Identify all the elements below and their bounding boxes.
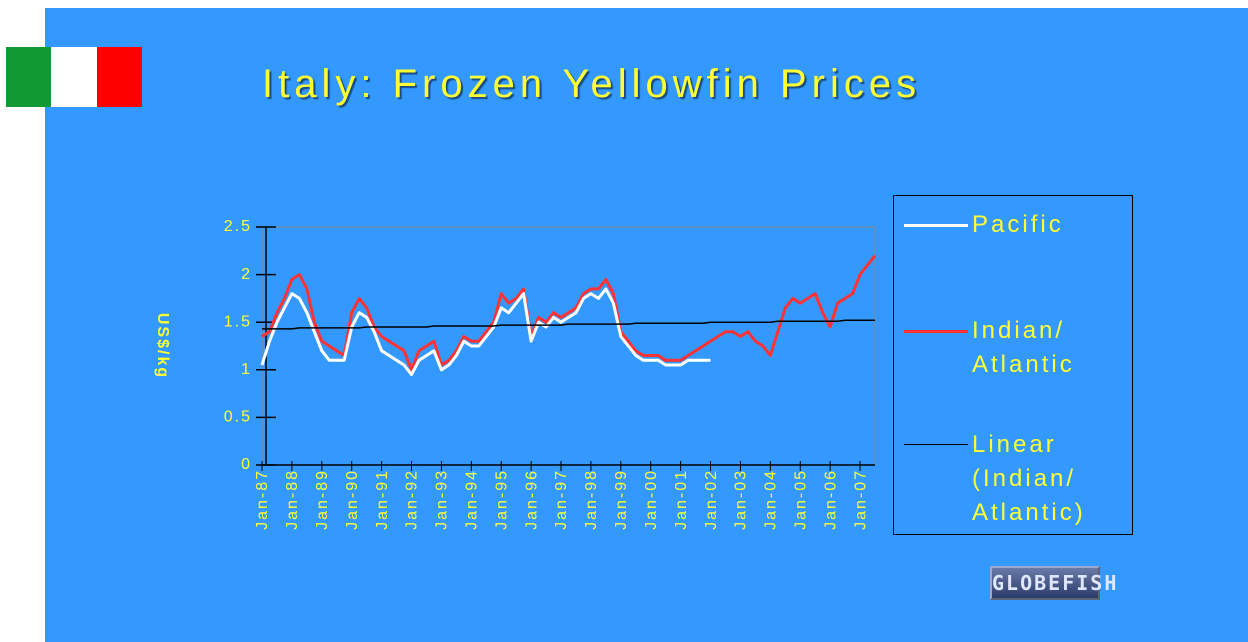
y-axis-label: US$/kg [154,313,171,379]
y-tick-label: 1.5 [224,313,252,330]
x-tick-label: Jan-04 [763,469,780,530]
x-tick-label: Jan-94 [464,469,481,530]
y-tick-label: 1 [241,361,252,378]
slide [45,8,1248,642]
series-line [260,287,711,377]
x-tick-label: Jan-91 [374,469,391,530]
x-tick-label: Jan-99 [613,469,630,530]
x-tick-label: Jan-96 [523,469,540,530]
logo: GLOBEFISH [990,566,1116,600]
x-tick-label: Jan-05 [792,469,809,530]
x-tick-label: Jan-07 [852,469,869,530]
legend-label: Linear (Indian/ Atlantic) [972,431,1086,526]
x-tick-label: Jan-93 [434,469,451,530]
legend-swatch [904,330,968,333]
y-tick-label: 0 [241,456,252,473]
x-tick-label: Jan-89 [314,469,331,530]
legend-swatch [904,444,968,445]
x-tick-label: Jan-02 [703,469,720,530]
x-tick-label: Jan-03 [733,469,750,530]
legend-swatch [904,224,968,227]
series-line [261,254,877,372]
legend-label: Pacific [972,211,1064,238]
x-tick-label: Jan-88 [284,469,301,530]
legend: Pacific Indian/ Atlantic Linear (Indian/ A… [893,195,1133,535]
x-tick-label: Jan-06 [822,469,839,530]
x-tick-label: Jan-00 [643,469,660,530]
x-tick-label: Jan-92 [404,469,421,530]
plot-area [261,226,876,466]
flag [6,47,142,107]
y-tick-label: 0.5 [224,409,252,426]
x-tick-label: Jan-97 [553,469,570,530]
x-tick-label: Jan-01 [673,469,690,530]
x-tick-label: Jan-95 [493,469,510,530]
y-tick-label: 2.5 [224,218,252,235]
y-tick-label: 2 [241,266,252,283]
x-tick-label: Jan-98 [583,469,600,530]
chart-title: Italy: Frozen Yellowfin Prices [262,62,922,106]
legend-label: Indian/ Atlantic [972,317,1075,378]
x-tick-label: Jan-87 [254,469,271,530]
series-line [262,319,875,330]
x-tick-label: Jan-90 [344,469,361,530]
